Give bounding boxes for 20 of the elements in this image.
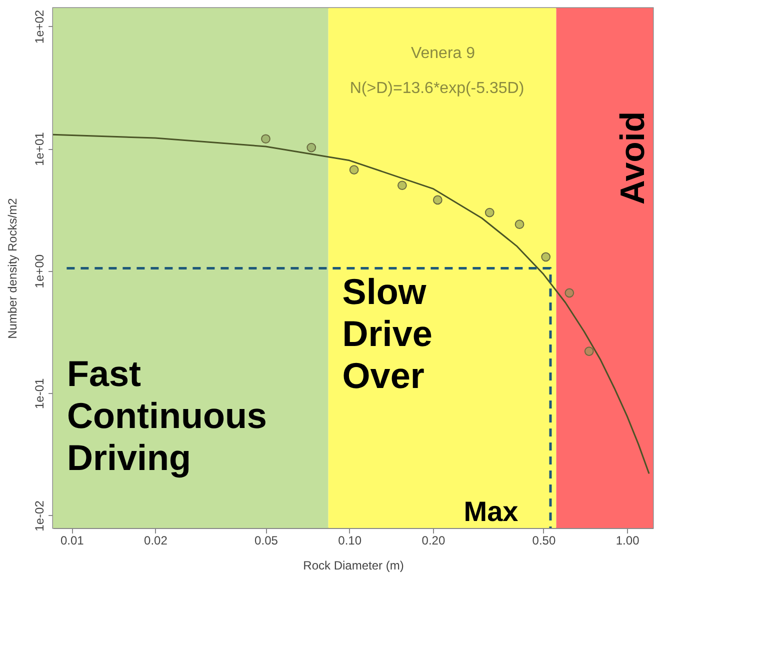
y-tick-label: 1e-01: [32, 378, 46, 410]
band-label: Slow Drive Over: [342, 271, 432, 396]
y-tick-label: 1e-02: [32, 500, 46, 532]
annotation: N(>D)=13.6*exp(-5.35D): [350, 80, 524, 97]
x-tick-label: 0.05: [254, 534, 278, 548]
x-axis-title: Rock Diameter (m): [303, 558, 404, 572]
y-tick-label: 1e+00: [32, 254, 46, 288]
annotation: Venera 9: [410, 45, 476, 62]
y-tick-label: 1e+02: [32, 10, 46, 44]
annotation: Max: [464, 496, 519, 527]
y-axis-title: Number density Rocks/m2: [6, 198, 20, 339]
x-tick-label: 0.01: [60, 534, 84, 548]
x-tick-label: 1.00: [616, 534, 640, 548]
y-tick-label: 1e+01: [32, 132, 46, 166]
x-tick-label: 0.50: [532, 534, 556, 548]
x-tick-label: 0.02: [144, 534, 168, 548]
x-tick-label: 0.10: [338, 534, 362, 548]
band-label: Fast Continuous Driving: [67, 353, 267, 478]
x-tick-label: 0.20: [422, 534, 446, 548]
band-label: Avoid: [614, 111, 652, 205]
